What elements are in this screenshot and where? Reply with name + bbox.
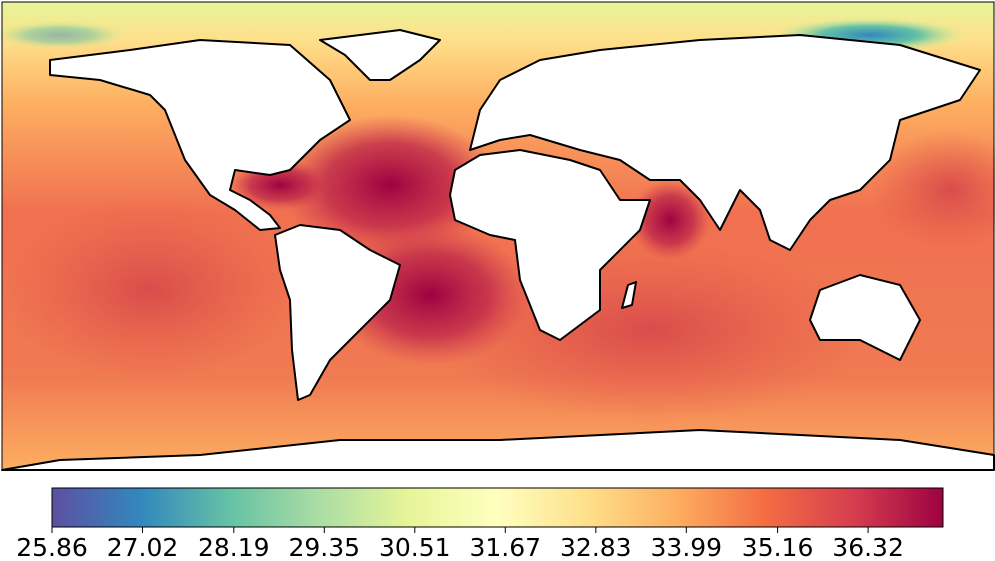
greenland bbox=[319, 29, 441, 81]
australia bbox=[809, 274, 921, 361]
colorbar-tick-label: 32.83 bbox=[560, 533, 632, 561]
colorbar: 25.86 27.02 28.19 29.35 30.51 31.67 32.83 33.99… bbox=[16, 487, 944, 561]
map bbox=[0, 1, 995, 471]
colorbar-tick-label: 35.16 bbox=[742, 533, 814, 561]
colorbar-tick-label: 29.35 bbox=[289, 533, 361, 561]
colorbar-tick-label: 36.32 bbox=[832, 533, 904, 561]
colorbar-tick-label: 30.51 bbox=[379, 533, 451, 561]
madagascar bbox=[621, 281, 637, 309]
colorbar-tick-label: 25.86 bbox=[16, 533, 88, 561]
colorbar-tick-label: 27.02 bbox=[107, 533, 179, 561]
south-america bbox=[274, 224, 401, 401]
ocean-field bbox=[870, 130, 995, 250]
eurasia bbox=[469, 34, 981, 251]
ocean-field bbox=[0, 200, 300, 380]
map-frame bbox=[1, 1, 995, 471]
colorbar-tick-label: 33.99 bbox=[651, 533, 723, 561]
ocean-field bbox=[0, 20, 130, 50]
colorbar-tick-label: 28.19 bbox=[198, 533, 270, 561]
africa bbox=[449, 149, 651, 341]
colorbar-fill bbox=[51, 487, 944, 528]
north-america bbox=[49, 39, 351, 231]
ocean-field bbox=[280, 115, 500, 255]
colorbar-tick-label: 31.67 bbox=[470, 533, 542, 561]
